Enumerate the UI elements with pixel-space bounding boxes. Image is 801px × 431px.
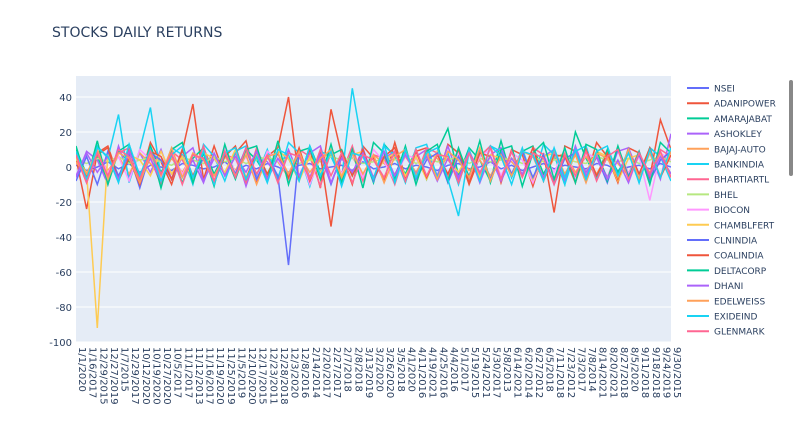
x-tick-label: 11/12/2013 bbox=[193, 347, 204, 405]
x-tick-label: 6/5/2018 bbox=[544, 347, 555, 392]
legend-label: BAJAJ-AUTO bbox=[714, 145, 766, 155]
legend-label: ASHOKLEY bbox=[714, 130, 762, 140]
legend-label: DELTACORP bbox=[714, 267, 767, 277]
legend-label: GLENMARK bbox=[714, 328, 766, 338]
x-tick-label: 1/7/2015 bbox=[119, 347, 130, 392]
legend-label: ADANIPOWER bbox=[714, 100, 776, 110]
x-tick-label: 8/20/2021 bbox=[607, 347, 618, 398]
x-tick-label: 3/13/2019 bbox=[363, 347, 374, 398]
x-tick-label: 7/11/2018 bbox=[554, 347, 565, 398]
legend-label: BANKINDIA bbox=[714, 161, 765, 171]
x-tick-label: 4/25/2016 bbox=[437, 347, 448, 398]
y-tick-label: 20 bbox=[59, 128, 72, 139]
x-tick-label: 5/19/2015 bbox=[469, 347, 480, 398]
x-tick-label: 9/11/2018 bbox=[639, 347, 650, 398]
x-tick-label: 1/16/2017 bbox=[87, 347, 98, 398]
legend-label: AMARAJABAT bbox=[714, 115, 772, 125]
x-tick-label: 12/29/2017 bbox=[129, 347, 140, 405]
x-tick-label: 7/3/2017 bbox=[575, 347, 586, 392]
x-tick-label: 12/23/2011 bbox=[267, 347, 278, 405]
x-tick-label: 11/25/2019 bbox=[225, 347, 236, 405]
x-tick-label: 11/5/2019 bbox=[235, 347, 246, 398]
x-tick-label: 10/27/2020 bbox=[161, 347, 172, 405]
legend-label: CHAMBLFERT bbox=[714, 221, 775, 231]
x-tick-label: 5/30/2017 bbox=[490, 347, 501, 398]
chart-title: STOCKS DAILY RETURNS bbox=[52, 25, 223, 41]
x-tick-label: 2/7/2018 bbox=[342, 347, 353, 392]
x-tick-label: 4/4/2016 bbox=[448, 347, 459, 392]
legend-label: BHEL bbox=[714, 191, 738, 201]
legend-label: BIOCON bbox=[714, 206, 750, 216]
x-tick-label: 9/18/2018 bbox=[650, 347, 661, 398]
x-tick-label: 6/27/2012 bbox=[533, 347, 544, 398]
x-tick-label: 8/27/2018 bbox=[618, 347, 629, 398]
x-tick-label: 8/5/2020 bbox=[629, 347, 640, 392]
legend-scrollbar[interactable] bbox=[789, 80, 793, 176]
x-tick-label: 12/29/2015 bbox=[97, 347, 108, 405]
x-tick-label: 4/1/2020 bbox=[405, 347, 416, 392]
legend-label: COALINDIA bbox=[714, 252, 764, 262]
lines bbox=[76, 88, 671, 329]
y-tick-label: -60 bbox=[56, 268, 72, 279]
legend-label: BHARTIARTL bbox=[714, 176, 769, 186]
x-tick-label: 11/1/2017 bbox=[182, 347, 193, 398]
legend-label: NSEI bbox=[714, 85, 735, 95]
legend-label: DHANI bbox=[714, 282, 743, 292]
x-tick-label: 5/1/2017 bbox=[459, 347, 470, 392]
x-tick-label: 12/3/2020 bbox=[289, 347, 300, 398]
y-tick-label: -20 bbox=[56, 198, 72, 209]
x-tick-label: 7/8/2014 bbox=[586, 347, 597, 392]
y-tick-label: -100 bbox=[49, 338, 72, 349]
x-tick-label: 12/27/2019 bbox=[108, 347, 119, 405]
x-tick-label: 6/14/2021 bbox=[512, 347, 523, 398]
x-tick-label: 3/2/2020 bbox=[374, 347, 385, 392]
series-line bbox=[76, 145, 671, 187]
x-tick-label: 6/20/2014 bbox=[522, 347, 533, 398]
series-line bbox=[76, 137, 671, 191]
x-tick-label: 12/10/2020 bbox=[246, 347, 257, 405]
x-tick-label: 5/8/2013 bbox=[501, 347, 512, 392]
legend-label: CLNINDIA bbox=[714, 237, 758, 247]
x-tick-label: 5/24/2021 bbox=[480, 347, 491, 398]
x-tick-label: 12/17/2015 bbox=[257, 347, 268, 405]
x-tick-label: 11/19/2020 bbox=[214, 347, 225, 405]
x-tick-label: 4/11/2016 bbox=[416, 347, 427, 398]
x-tick-label: 1/1/2020 bbox=[76, 347, 87, 392]
y-tick-label: 0 bbox=[66, 163, 72, 174]
plot-area bbox=[76, 76, 671, 342]
x-tick-label: 4/19/2021 bbox=[427, 347, 438, 398]
x-tick-label: 2/14/2014 bbox=[310, 347, 321, 398]
y-tick-label: 40 bbox=[59, 93, 72, 104]
legend-label: EDELWEISS bbox=[714, 297, 765, 307]
legend: NSEI ADANIPOWER AMARAJABAT ASHOKLEY BAJAJ-AU… bbox=[687, 85, 776, 338]
x-tick-label: 7/23/2012 bbox=[565, 347, 576, 398]
x-tick-label: 9/24/2019 bbox=[660, 347, 671, 398]
y-tick-label: -80 bbox=[56, 303, 72, 314]
x-tick-label: 3/5/2018 bbox=[395, 347, 406, 392]
x-tick-label: 10/19/2020 bbox=[150, 347, 161, 405]
legend-label: EXIDEIND bbox=[714, 313, 758, 323]
x-tick-label: 2/20/2017 bbox=[320, 347, 331, 398]
x-tick-label: 2/27/2017 bbox=[331, 347, 342, 398]
y-tick-label: -40 bbox=[56, 233, 72, 244]
x-tick-label: 10/5/2017 bbox=[172, 347, 183, 398]
x-tick-label: 3/26/2020 bbox=[384, 347, 395, 398]
x-tick-label: 10/12/2020 bbox=[140, 347, 151, 405]
x-tick-label: 11/16/2017 bbox=[204, 347, 215, 405]
series-line bbox=[76, 145, 671, 187]
x-tick-label: 9/30/2015 bbox=[671, 347, 682, 398]
x-tick-label: 8/14/2021 bbox=[597, 347, 608, 398]
x-tick-label: 12/28/2018 bbox=[278, 347, 289, 405]
x-tick-label: 12/8/2016 bbox=[299, 347, 310, 398]
x-tick-label: 2/8/2018 bbox=[352, 347, 363, 392]
series-line bbox=[76, 141, 671, 217]
